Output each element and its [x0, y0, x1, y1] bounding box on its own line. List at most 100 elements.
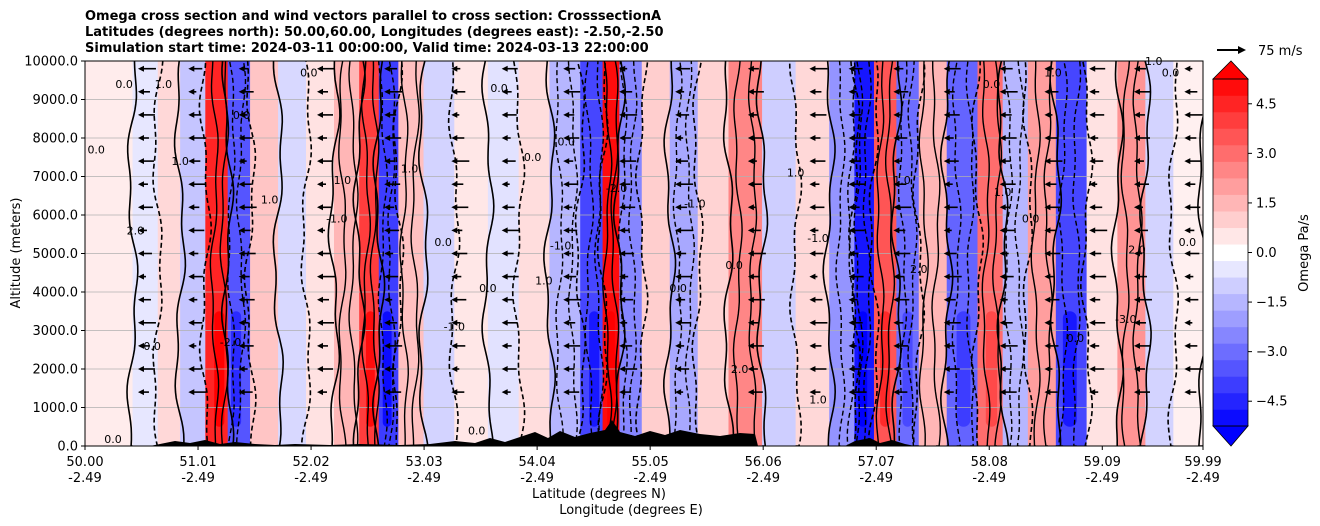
- wind-vector-head: [893, 65, 900, 72]
- wind-vector-head: [1044, 227, 1051, 234]
- wind-vector-head: [1133, 273, 1140, 280]
- contour-label: 0.0: [233, 109, 251, 122]
- wind-vector-head: [893, 250, 900, 257]
- wind-vector-head: [1044, 181, 1051, 188]
- wind-vector-head: [1184, 88, 1191, 95]
- wind-vector-head: [747, 135, 754, 141]
- colorbar-segment: [1213, 211, 1248, 229]
- wind-vector-head: [1044, 389, 1051, 396]
- x-tick-label-longitude: -2.49: [1085, 471, 1119, 486]
- colorbar-segment: [1213, 260, 1248, 278]
- contour-label: 0.0: [725, 259, 743, 272]
- wind-vector-head: [619, 181, 626, 188]
- wind-vector-head: [238, 319, 245, 326]
- wind-vector-head: [1133, 296, 1140, 303]
- wind-vector-head: [451, 342, 458, 349]
- wind-vector-head: [747, 204, 754, 211]
- wind-vector-head: [563, 250, 570, 257]
- wind-vector-head: [999, 319, 1006, 326]
- contour-line: [912, 61, 926, 446]
- contour-line: [918, 61, 929, 446]
- x-tick-label-longitude: -2.49: [294, 471, 328, 486]
- wind-vector-head: [675, 319, 682, 326]
- wind-vector-head: [384, 227, 391, 234]
- contour-label-layer: 0.0 0.0 2.0 0.0 1.0 1.0 0.0 -2.0 1.0 0.0 1.0 -1.0 1.…: [87, 55, 1196, 446]
- wind-vector-head: [619, 111, 626, 118]
- colorbar-extend-bottom: [1212, 425, 1249, 447]
- wind-vector-head: [451, 296, 458, 303]
- x-tick-label-latitude: 53.03: [405, 455, 442, 470]
- contour-label: 0.0: [1179, 236, 1197, 249]
- wind-vector-head: [675, 273, 682, 280]
- wind-vector-head: [238, 342, 245, 349]
- wind-vector-head: [451, 135, 458, 141]
- contour-label: -1.0: [684, 197, 705, 210]
- contour-label: 1.0: [401, 163, 419, 176]
- wind-vector-head: [1044, 111, 1051, 118]
- contour-line: [875, 61, 885, 446]
- contour-line: [931, 61, 942, 446]
- wind-vector-head: [317, 181, 324, 188]
- wind-vector-head: [1133, 319, 1140, 326]
- contour-line: [662, 61, 677, 446]
- wind-vector-head: [501, 296, 508, 303]
- colorbar-tick-label: 0.0: [1256, 246, 1277, 261]
- wind-vector-head: [943, 342, 950, 349]
- wind-vector-head: [137, 65, 144, 72]
- wind-vector-head: [451, 389, 458, 396]
- wind-vector-head: [238, 389, 245, 396]
- wind-vector-head: [1089, 88, 1096, 95]
- contour-label: 1.0: [787, 167, 805, 180]
- wind-vector-head: [1184, 65, 1191, 72]
- wind-vector-head: [848, 65, 855, 72]
- colorbar-segment: [1213, 293, 1248, 311]
- wind-vector-head: [1133, 250, 1140, 257]
- x-tick-label-longitude: -2.49: [68, 471, 102, 486]
- contour-label: 1.0: [893, 174, 911, 187]
- y-axis-label: Altitude (meters): [9, 198, 24, 309]
- wind-vector-head: [943, 111, 950, 118]
- wind-vector-head: [137, 250, 144, 257]
- wind-vector-head: [747, 273, 754, 280]
- wind-vector-head: [893, 158, 900, 165]
- wind-vector-head: [238, 135, 245, 141]
- contour-line: [272, 61, 285, 446]
- wind-vector-head: [451, 158, 458, 165]
- wind-vector-head: [893, 227, 900, 234]
- contour-line: [1030, 61, 1041, 446]
- wind-vector-head: [1089, 366, 1096, 372]
- contour-line: [1022, 61, 1034, 446]
- colorbar-segment: [1213, 359, 1248, 377]
- wind-vector-head: [1089, 342, 1096, 349]
- wind-vector-head: [848, 111, 855, 118]
- wind-vector-head: [501, 204, 508, 211]
- x-tick-label-longitude: -2.49: [407, 471, 441, 486]
- contour-line: [152, 61, 164, 446]
- wind-vector-head: [563, 65, 570, 72]
- contour-line: [574, 61, 586, 446]
- wind-vector-head: [809, 181, 816, 188]
- y-tick-label: 7000.0: [33, 170, 79, 185]
- wind-vector-head: [188, 204, 195, 211]
- wind-vector-head: [848, 250, 855, 257]
- x-axis: 50.00-2.4951.01-2.4952.02-2.4953.03-2.49…: [66, 446, 1222, 486]
- wind-vector-head: [317, 204, 324, 211]
- wind-vector-head: [619, 366, 626, 372]
- colorbar-segment: [1213, 112, 1248, 129]
- wind-vector-head: [137, 135, 144, 141]
- wind-vector-head: [317, 250, 324, 257]
- wind-vector-head: [999, 389, 1006, 396]
- wind-vector-head: [317, 111, 324, 118]
- contour-label: 0.0: [669, 282, 687, 295]
- wind-vector-head: [384, 65, 391, 72]
- wind-vector-head: [317, 88, 324, 95]
- contour-line: [227, 61, 236, 446]
- wind-vector-head: [1089, 273, 1096, 280]
- contour-label: 0.0: [434, 236, 452, 249]
- wind-vector-head: [1044, 88, 1051, 95]
- colorbar-tick-label: 1.5: [1256, 196, 1277, 211]
- wind-vector-head: [893, 296, 900, 303]
- wind-vector-head: [563, 366, 570, 372]
- wind-vector-head: [943, 296, 950, 303]
- contour-label: 0.0: [87, 143, 105, 156]
